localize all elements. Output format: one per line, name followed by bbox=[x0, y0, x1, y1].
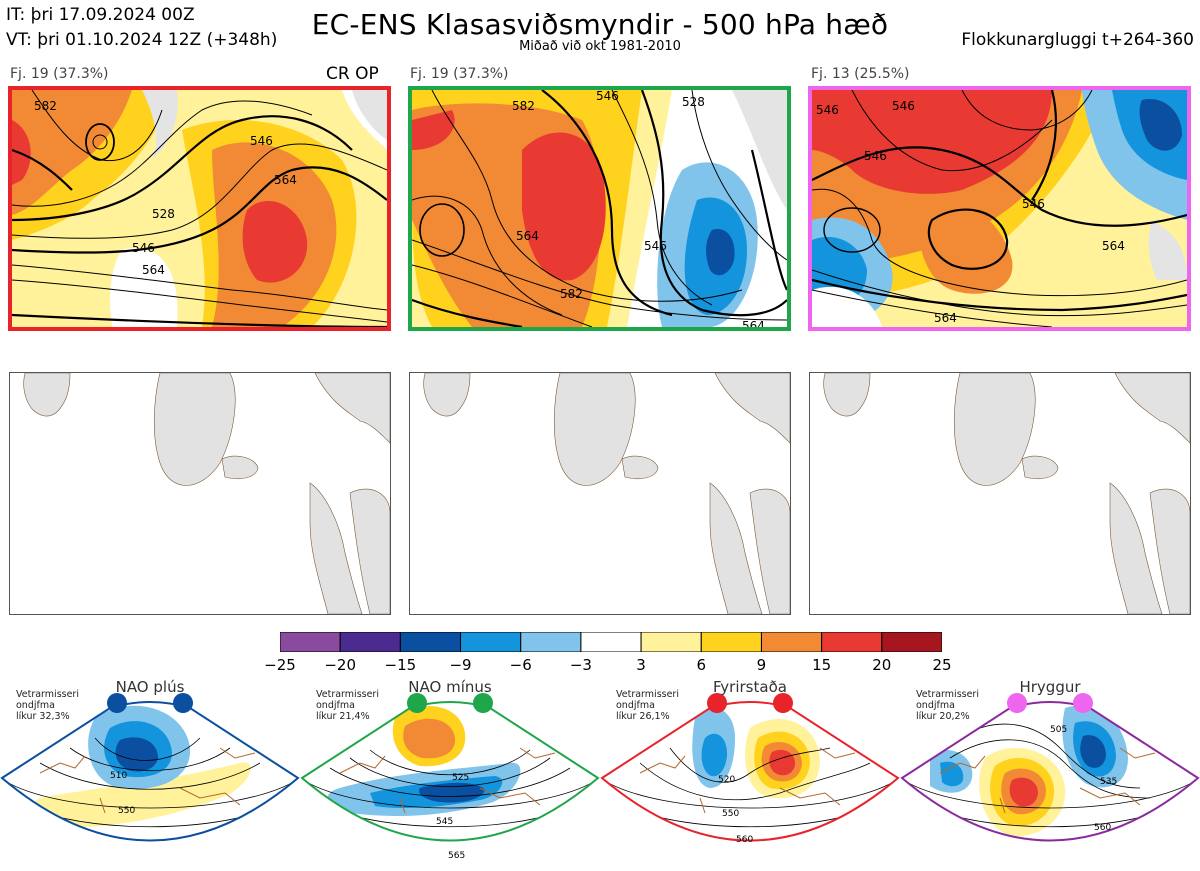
contour-label: 546 bbox=[816, 103, 839, 117]
regime-contour-label: 525 bbox=[452, 773, 469, 783]
contour-label: 564 bbox=[274, 173, 297, 187]
cluster-3-map: 546 546 546 564 546 564 582 bbox=[808, 86, 1191, 331]
base-map-3 bbox=[809, 372, 1191, 615]
colorbar-swatch bbox=[280, 632, 341, 652]
regime-nao-plus: 510 550 NAO plús Vetrarmisseri ondjfma lík… bbox=[0, 678, 300, 868]
contour-label: 546 bbox=[892, 99, 915, 113]
contour-label: 564 bbox=[742, 319, 765, 327]
regime-title: Fyrirstaða bbox=[713, 678, 787, 696]
colorbar-swatch bbox=[760, 632, 823, 652]
colorbar-swatch bbox=[520, 632, 582, 652]
regime-note: Vetrarmisseri ondjfma líkur 26,1% bbox=[616, 689, 679, 722]
contour-label: 564 bbox=[142, 263, 165, 277]
cluster-2-label: Fj. 19 (37.3%) bbox=[410, 66, 509, 82]
regime-contour-label: 560 bbox=[736, 835, 753, 845]
colorbar-swatch bbox=[580, 632, 642, 652]
regime-title: NAO mínus bbox=[408, 678, 492, 696]
colorbar-tick-label: 25 bbox=[932, 656, 952, 674]
colorbar-tick-label: −3 bbox=[569, 656, 592, 674]
contour-label: 546 bbox=[644, 239, 667, 253]
page-title: EC-ENS Klasasviðsmyndir - 500 hPa hæð bbox=[311, 8, 889, 41]
base-map-2 bbox=[409, 372, 791, 615]
cluster-window: Flokkunargluggi t+264-360 bbox=[961, 30, 1194, 50]
colorbar-swatch bbox=[399, 632, 462, 652]
regime-title: NAO plús bbox=[115, 678, 185, 696]
cluster-1-map: 582 546 564 528 546 564 582 bbox=[8, 86, 391, 331]
regime-title: Hryggur bbox=[1019, 678, 1081, 696]
contour-label: 564 bbox=[1102, 239, 1125, 253]
regime-blocking: 520 550 560 Fyrirstaða Vetrarmisseri ondj… bbox=[600, 678, 900, 868]
cluster-3-label: Fj. 13 (25.5%) bbox=[811, 66, 910, 82]
colorbar-swatch bbox=[821, 632, 883, 652]
colorbar-tick-label: 9 bbox=[756, 656, 767, 674]
contour-label: 528 bbox=[152, 207, 175, 221]
colorbar-swatch bbox=[460, 632, 522, 652]
colorbar-tick-label: −15 bbox=[384, 656, 417, 674]
colorbar-swatch bbox=[640, 632, 702, 652]
regime-contour-label: 505 bbox=[1050, 725, 1067, 735]
regime-contour-label: 565 bbox=[448, 851, 465, 861]
colorbar-swatch bbox=[700, 632, 762, 652]
regime-note: Vetrarmisseri ondjfma líkur 21,4% bbox=[316, 689, 379, 722]
colorbar-tick-label: −20 bbox=[324, 656, 356, 674]
contour-label: 564 bbox=[516, 229, 539, 243]
initial-time: IT: þri 17.09.2024 00Z bbox=[6, 5, 195, 25]
regime-nao-minus: 525 545 565 NAO mínus Vetrarmisseri ondjf… bbox=[300, 678, 600, 868]
contour-label: 564 bbox=[934, 311, 957, 325]
regime-note: Vetrarmisseri ondjfma líkur 20,2% bbox=[916, 689, 979, 722]
colorbar-swatch bbox=[339, 632, 401, 652]
regime-contour-label: 560 bbox=[1094, 823, 1111, 833]
colorbar-tick-label: 15 bbox=[812, 656, 832, 674]
cluster-1-crop-label: CR OP bbox=[326, 64, 379, 84]
colorbar-swatch bbox=[881, 632, 942, 652]
contour-label: 528 bbox=[682, 95, 705, 109]
valid-time: VT: þri 01.10.2024 12Z (+348h) bbox=[6, 30, 278, 50]
regime-contour-label: 550 bbox=[722, 809, 739, 819]
regime-contour-label: 535 bbox=[1100, 777, 1117, 787]
contour-label: 546 bbox=[864, 149, 887, 163]
regime-ridge: 505 535 560 Hryggur Vetrarmisseri ondjfma… bbox=[900, 678, 1200, 868]
contour-label: 546 bbox=[132, 241, 155, 255]
contour-label: 582 bbox=[560, 287, 583, 301]
colorbar-tick-label: −9 bbox=[449, 656, 472, 674]
regime-contour-label: 550 bbox=[118, 806, 135, 816]
regime-contour-label: 520 bbox=[718, 775, 735, 785]
regime-contour-label: 545 bbox=[436, 817, 453, 827]
regime-contour-label: 510 bbox=[110, 771, 127, 781]
colorbar-tick-label: 20 bbox=[872, 656, 892, 674]
colorbar-tick-label: 6 bbox=[696, 656, 707, 674]
contour-label: 546 bbox=[596, 90, 619, 103]
contour-label: 582 bbox=[512, 99, 535, 113]
cluster-2-map: 546 582 528 564 546 582 564 bbox=[408, 86, 791, 331]
contour-label: 582 bbox=[34, 99, 57, 113]
colorbar-tick-label: −25 bbox=[264, 656, 296, 674]
colorbar-tick-label: 3 bbox=[636, 656, 646, 674]
anomaly-colorbar bbox=[280, 632, 942, 652]
colorbar-tick-label: −6 bbox=[509, 656, 532, 674]
base-map-1 bbox=[9, 372, 391, 615]
cluster-1-label: Fj. 19 (37.3%) bbox=[10, 66, 109, 82]
contour-label: 546 bbox=[1022, 197, 1045, 211]
page-subtitle: Miðað við okt 1981-2010 bbox=[519, 39, 681, 54]
contour-label: 546 bbox=[250, 134, 273, 148]
regime-note: Vetrarmisseri ondjfma líkur 32,3% bbox=[16, 689, 79, 722]
